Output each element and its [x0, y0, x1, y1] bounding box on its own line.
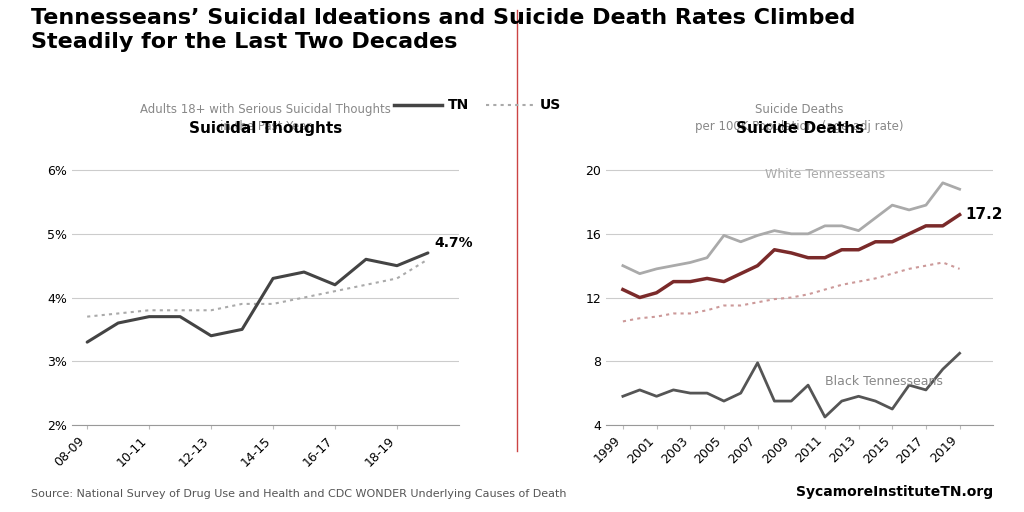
Text: Adults 18+ with Serious Suicidal Thoughts
in the Past Year: Adults 18+ with Serious Suicidal Thought…: [140, 102, 391, 133]
Text: 17.2: 17.2: [966, 207, 1002, 222]
Text: Black Tennesseans: Black Tennesseans: [825, 375, 943, 388]
Title: Suicide Deaths: Suicide Deaths: [735, 121, 863, 136]
Text: SycamoreInstituteTN.org: SycamoreInstituteTN.org: [796, 485, 993, 499]
Text: White Tennesseans: White Tennesseans: [765, 168, 885, 181]
Text: 4.7%: 4.7%: [435, 236, 473, 250]
Title: Suicidal Thoughts: Suicidal Thoughts: [188, 121, 342, 136]
Text: Suicide Deaths
per 100K Population  (age-adj rate): Suicide Deaths per 100K Population (age-…: [695, 102, 904, 133]
Text: Source: National Survey of Drug Use and Health and CDC WONDER Underlying Causes : Source: National Survey of Drug Use and …: [31, 489, 566, 499]
Text: US: US: [540, 98, 561, 112]
Text: Tennesseans’ Suicidal Ideations and Suicide Death Rates Climbed
Steadily for the: Tennesseans’ Suicidal Ideations and Suic…: [31, 8, 855, 52]
Text: TN: TN: [447, 98, 469, 112]
